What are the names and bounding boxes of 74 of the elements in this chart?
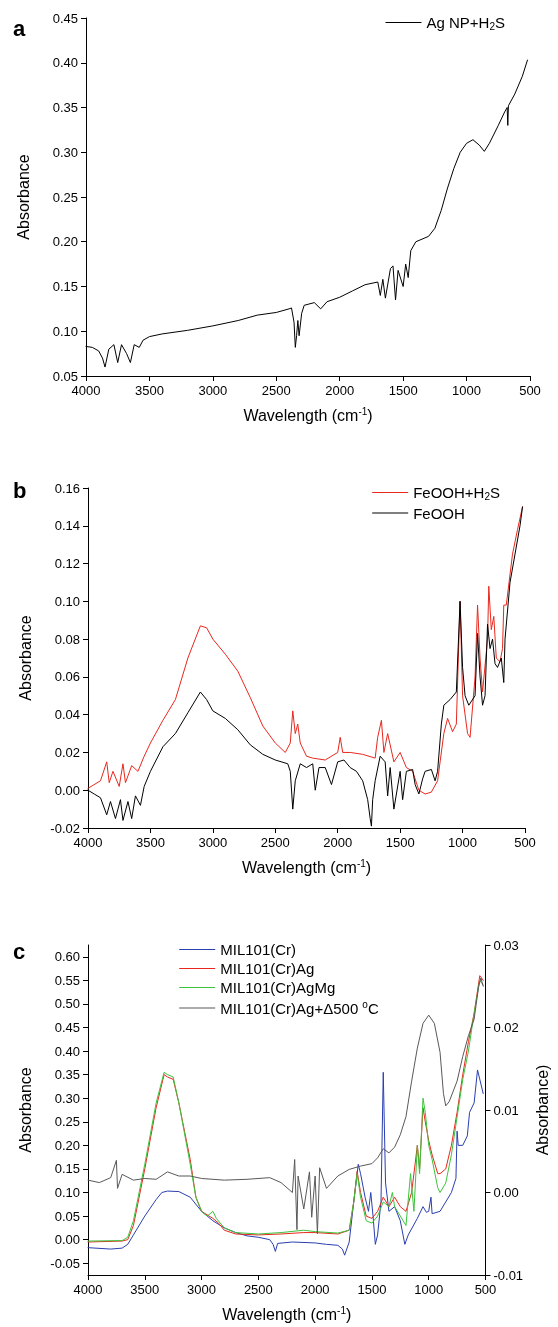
x-tick-label: 2000 [325, 383, 355, 398]
y2-tick-label: 0.01 [493, 1102, 519, 1118]
y-tick-label: 0.30 [52, 144, 78, 160]
y-axis-title: Absorbance [14, 154, 32, 240]
legend-label: MIL101(Cr) [220, 941, 297, 958]
x-tick-label: 1000 [448, 835, 478, 850]
x-tick-label: 3500 [135, 835, 165, 850]
y-tick-label: 0.50 [54, 996, 80, 1012]
y-tick-label: 0.06 [54, 669, 80, 685]
legend-label: FeOOH [413, 504, 465, 522]
y-tick-label: 0.00 [54, 782, 80, 798]
x-tick-label: 4000 [73, 1282, 103, 1297]
y-tick-label: 0.14 [54, 518, 80, 534]
y-tick-label: 0.05 [52, 368, 78, 384]
x-tick-label: 1500 [385, 835, 415, 850]
x-tick-label: 500 [514, 835, 536, 850]
y-tick-label: 0.20 [54, 1137, 80, 1153]
y-tick-label: 0.16 [54, 480, 80, 496]
y2-tick-label: 0.00 [493, 1185, 519, 1200]
y-tick-label: 0.40 [52, 55, 78, 71]
legend-label: MIL101(Cr)AgMg [220, 979, 336, 996]
x-tick-label: 1000 [414, 1282, 444, 1297]
x-tick-label: 3500 [134, 383, 164, 398]
y-tick-label: 0.35 [54, 1067, 80, 1083]
x-tick-label: 1500 [357, 1282, 387, 1297]
x-tick-label: 1000 [452, 383, 482, 398]
chart-title: c [13, 938, 26, 964]
x-tick-label: 3000 [198, 383, 228, 398]
y-tick-label: 0.40 [54, 1043, 80, 1059]
y-tick-label: 0.08 [54, 631, 80, 647]
x-tick-label: 2500 [243, 1282, 273, 1297]
y2-tick-label: 0.02 [493, 1020, 519, 1035]
y-tick-label: 0.04 [54, 707, 80, 723]
y-tick-label: 0.25 [52, 189, 78, 205]
y-tick-label: 0.00 [54, 1232, 80, 1248]
y-tick-label: 0.15 [52, 279, 78, 294]
y-tick-label: 0.02 [54, 744, 80, 760]
x-tick-label: 1500 [388, 383, 418, 398]
y-tick-label: 0.45 [52, 10, 78, 26]
y-axis-title: Absorbance [16, 1067, 34, 1153]
line-series [87, 1069, 484, 1256]
x-tick-label: 4000 [71, 383, 101, 398]
x-tick-label: 500 [474, 1282, 497, 1297]
y-tick-label: 0.10 [52, 323, 78, 339]
y-tick-label: 0.45 [54, 1020, 80, 1035]
y2-axis-title: Absorbance) [533, 1064, 551, 1156]
y-tick-label: 0.60 [54, 949, 80, 965]
chart-title: a [13, 15, 26, 41]
x-tick-label: 2000 [323, 835, 353, 850]
y-tick-label: 0.12 [54, 556, 80, 572]
x-tick-label: 2500 [260, 835, 290, 850]
y-tick-label: 0.35 [52, 100, 78, 115]
x-tick-label: 3000 [187, 1282, 217, 1297]
y-tick-label: 0.10 [54, 593, 80, 609]
y-axis-title: Absorbance [16, 615, 34, 701]
y2-tick-label: 0.03 [493, 937, 519, 953]
x-tick-label: 500 [519, 383, 541, 398]
chart-title: b [13, 477, 27, 503]
y-tick-label: 0.30 [54, 1090, 80, 1106]
y-tick-label: 0.25 [54, 1114, 80, 1130]
x-tick-label: 4000 [73, 835, 103, 850]
y-tick-label: -0.05 [50, 1255, 80, 1271]
y-tick-label: 0.20 [52, 234, 78, 250]
y-tick-label: 0.15 [54, 1161, 80, 1177]
y-tick-label: 0.55 [54, 972, 80, 988]
y2-tick-label: -0.01 [493, 1267, 524, 1283]
y-tick-label: 0.10 [54, 1185, 80, 1200]
x-tick-label: 2000 [300, 1282, 330, 1297]
legend-label: MIL101(Cr)Ag [220, 960, 315, 977]
y-tick-label: 0.05 [54, 1208, 80, 1224]
y-tick-label: -0.02 [50, 820, 80, 836]
x-tick-label: 2500 [261, 383, 291, 398]
x-tick-label: 3500 [130, 1282, 160, 1297]
x-tick-label: 3000 [198, 835, 228, 850]
